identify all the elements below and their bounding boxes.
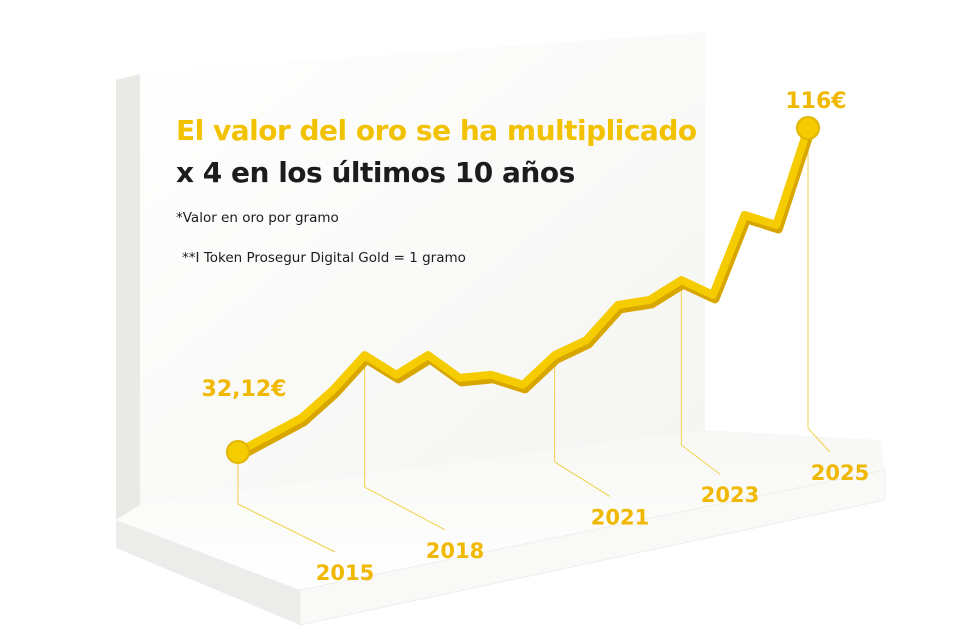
floor-front <box>299 469 886 626</box>
chart-title: El valor del oro se ha multiplicado <box>176 114 697 147</box>
chart-subtitle: x 4 en los últimos 10 años <box>176 156 575 189</box>
back-wall <box>120 32 705 505</box>
x-tick-label: 2023 <box>701 483 759 507</box>
line-shadow <box>235 127 815 461</box>
end-dot <box>796 116 820 140</box>
annotation: *Valor en oro por gramo <box>176 210 339 226</box>
floor <box>116 430 885 590</box>
value-label: 116€ <box>785 89 846 114</box>
value-label: 32,12€ <box>202 377 287 402</box>
floor-side <box>116 520 300 625</box>
floor-line <box>807 427 831 453</box>
x-tick-label: 2021 <box>591 505 649 529</box>
wall-side <box>116 74 140 520</box>
annotation: **I Token Prosegur Digital Gold = 1 gram… <box>182 250 466 266</box>
floor-line <box>554 461 611 497</box>
x-tick-label: 2015 <box>316 561 374 585</box>
floor-line <box>364 486 446 531</box>
x-tick-label: 2018 <box>426 539 484 563</box>
floor-line <box>681 444 721 475</box>
line <box>234 124 812 456</box>
x-tick-label: 2025 <box>811 461 869 485</box>
end-dot <box>226 440 250 464</box>
plot: 2015 2018 2021 2023 2025 32,12€ 116€ <box>202 89 870 585</box>
floor-line <box>237 503 336 553</box>
